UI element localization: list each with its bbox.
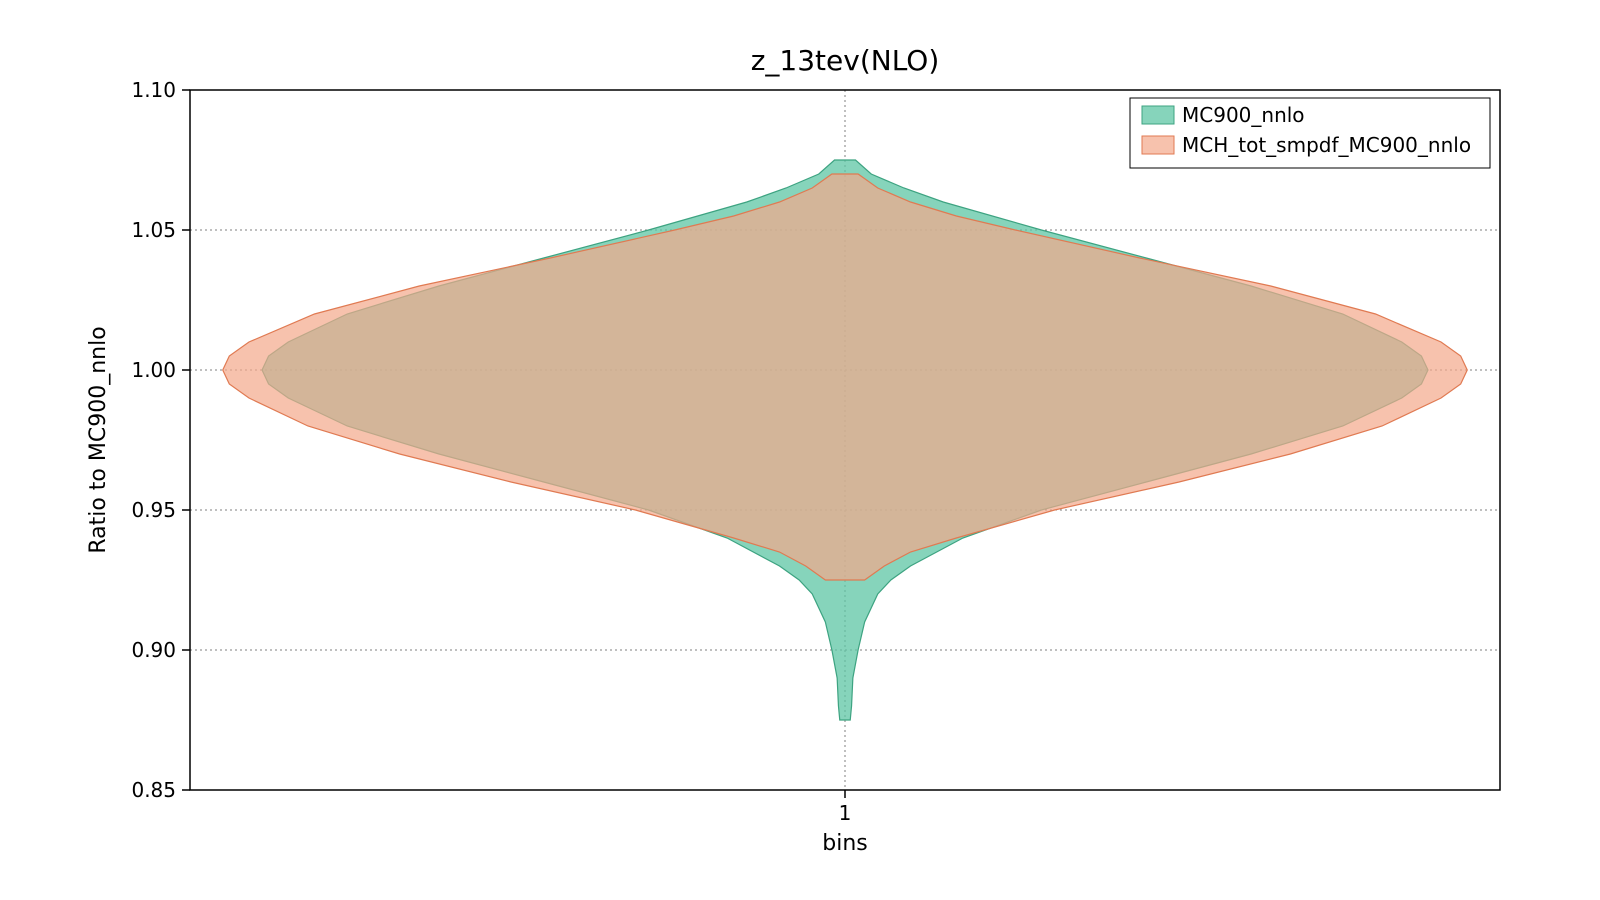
ytick-label: 0.85 [131, 778, 176, 802]
violin-chart: z_13tev(NLO) 0.85 0.90 0.95 1.00 1.05 1.10 1 bin… [60, 40, 1540, 860]
violin-group [223, 160, 1468, 720]
chart-container: z_13tev(NLO) 0.85 0.90 0.95 1.00 1.05 1.10 1 bin… [60, 40, 1540, 860]
xtick-label: 1 [839, 801, 852, 825]
ytick-label: 1.05 [131, 218, 176, 242]
ytick-label: 1.10 [131, 78, 176, 102]
violin-MCH_tot_smpdf_MC900_nnlo [223, 174, 1468, 580]
y-axis-label: Ratio to MC900_nnlo [86, 326, 111, 553]
legend-swatch [1142, 136, 1174, 154]
x-axis-label: bins [822, 831, 867, 856]
chart-title: z_13tev(NLO) [751, 44, 940, 77]
ytick-label: 0.95 [131, 498, 176, 522]
legend-label: MC900_nnlo [1182, 103, 1305, 127]
ytick-label: 1.00 [131, 358, 176, 382]
legend-swatch [1142, 106, 1174, 124]
legend-label: MCH_tot_smpdf_MC900_nnlo [1182, 133, 1471, 157]
ytick-label: 0.90 [131, 638, 176, 662]
